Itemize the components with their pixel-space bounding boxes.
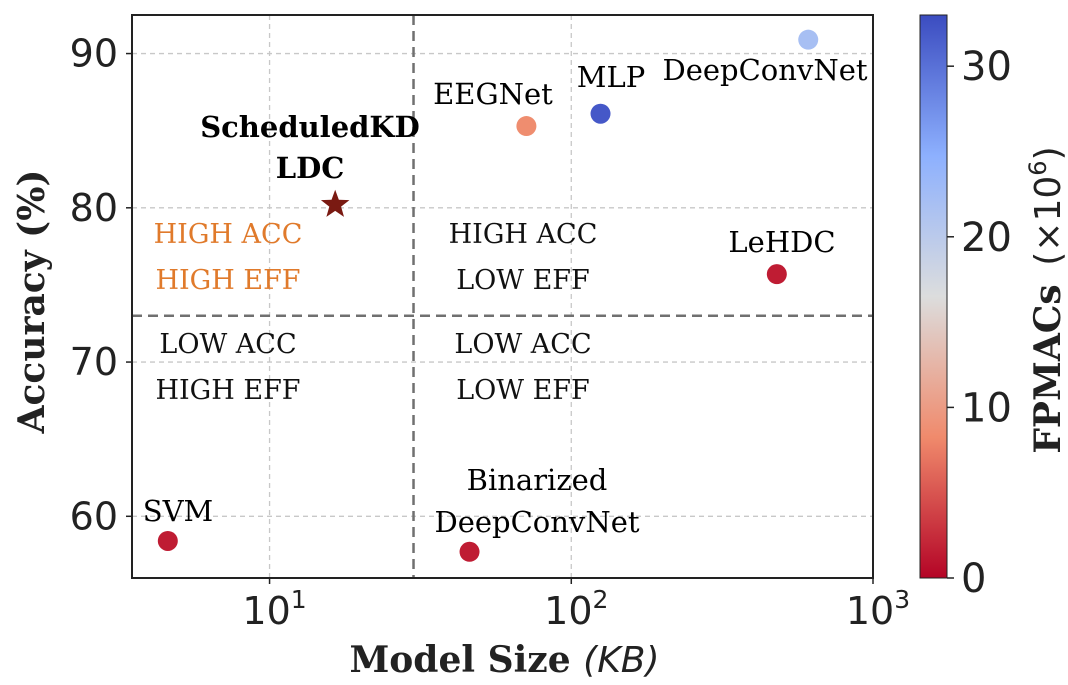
y-tick-label: 80 <box>70 186 118 230</box>
colorbar-tick-label: 0 <box>961 556 986 602</box>
data-points <box>157 29 819 562</box>
plot-frame <box>131 14 874 579</box>
colorbar-gradient <box>919 14 948 579</box>
point-labels: SVM Binarized DeepConvNet EEGNet MLP DeepConv… <box>143 53 868 539</box>
x-axis-title: Model Size (KB) <box>349 639 659 681</box>
colorbar-title: FPMACs (×106) <box>1024 146 1068 453</box>
colorbar-ticks: 0 10 20 30 <box>947 44 1012 602</box>
quadrant-label: LOW EFF <box>456 265 590 296</box>
y-tick-label: 60 <box>70 494 118 538</box>
point-label: LDC <box>276 151 345 185</box>
x-tick-label: 101 <box>242 585 306 633</box>
data-point <box>590 103 611 124</box>
colorbar-tick-label: 30 <box>961 44 1012 90</box>
quadrant-labels: HIGH ACC HIGH EFF HIGH ACC LOW EFF LOW ACC HI… <box>154 219 598 406</box>
x-tick-label: 102 <box>544 585 608 633</box>
quadrant-label: HIGH EFF <box>155 265 300 296</box>
data-point <box>798 29 819 50</box>
y-axis-ticks: 60 70 80 90 <box>70 32 132 538</box>
x-tick-label: 103 <box>846 585 910 633</box>
x-axis-ticks: 101 102 103 <box>242 578 910 633</box>
data-point <box>459 541 480 562</box>
quadrant-label: HIGH ACC <box>154 219 303 250</box>
data-point <box>766 264 787 285</box>
quadrant-label: LOW EFF <box>456 375 590 406</box>
y-tick-label: 90 <box>70 32 118 76</box>
quadrant-label: HIGH ACC <box>449 219 598 250</box>
y-axis-title: Accuracy (%) <box>11 170 53 435</box>
point-label: EEGNet <box>433 77 553 111</box>
data-point-star <box>320 189 350 217</box>
point-label: LeHDC <box>728 225 835 259</box>
data-point <box>516 116 537 137</box>
colorbar-tick-label: 10 <box>961 385 1012 431</box>
point-label: DeepConvNet <box>434 505 639 539</box>
quadrant-label: HIGH EFF <box>155 375 300 406</box>
colorbar: 0 10 20 30 FPMACs (×106) <box>919 14 1068 602</box>
point-label: ScheduledKD <box>200 110 420 144</box>
colorbar-tick-label: 20 <box>961 215 1012 261</box>
point-label: MLP <box>577 60 645 94</box>
threshold-lines <box>132 15 873 578</box>
quadrant-label: LOW ACC <box>159 329 296 360</box>
quadrant-label: LOW ACC <box>454 329 591 360</box>
point-label: DeepConvNet <box>662 53 867 87</box>
point-label: SVM <box>143 494 214 528</box>
point-label: Binarized <box>467 463 608 497</box>
y-tick-label: 70 <box>70 340 118 384</box>
data-point <box>157 530 178 551</box>
